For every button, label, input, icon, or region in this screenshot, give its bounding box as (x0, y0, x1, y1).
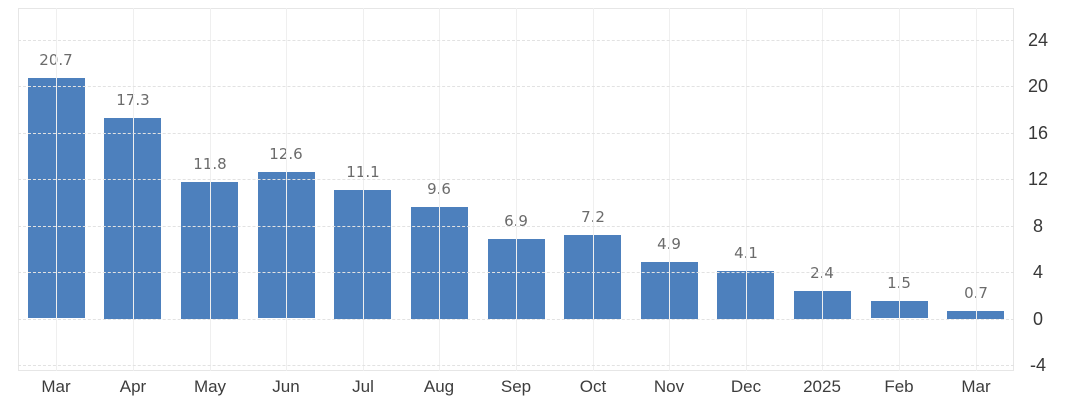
gridline-h (18, 179, 1014, 180)
bar-mar[interactable] (947, 311, 1004, 319)
y-tick-label: 8 (1032, 216, 1043, 236)
bar-value-label: 6.9 (504, 212, 528, 230)
gridline-h (18, 365, 1014, 366)
y-tick-label: 4 (1032, 262, 1043, 282)
gridline-v (822, 8, 823, 371)
y-tick-label: 20 (1027, 76, 1049, 96)
bar-value-label: 2.4 (810, 264, 834, 282)
y-tick-label: 0 (1032, 309, 1043, 329)
x-tick-label: Nov (653, 377, 685, 396)
gridline-v (516, 8, 517, 371)
x-tick-label: Jun (272, 377, 300, 396)
y-tick-label: 24 (1027, 30, 1049, 50)
y-tick-label: -4 (1029, 355, 1046, 375)
gridline-v (56, 8, 57, 371)
gridline-v (210, 8, 211, 371)
gridline-v (133, 8, 134, 371)
x-tick-label: Aug (423, 377, 455, 396)
bar-may[interactable] (181, 182, 238, 319)
x-tick-label: Apr (119, 377, 147, 396)
gridline-v (593, 8, 594, 371)
gridline-v (746, 8, 747, 371)
x-tick-label: Mar (41, 377, 71, 396)
gridline-v (976, 8, 977, 371)
bar-dec[interactable] (717, 271, 774, 319)
bar-jul[interactable] (334, 190, 391, 319)
x-tick-label: Dec (730, 377, 762, 396)
bar-value-label: 7.2 (581, 208, 605, 226)
gridline-h (18, 40, 1014, 41)
gridline-v (363, 8, 364, 371)
x-tick-label: Feb (884, 377, 914, 396)
x-tick-label: Sep (500, 377, 532, 396)
bar-value-label: 4.1 (734, 244, 758, 262)
x-tick-label: Mar (961, 377, 991, 396)
gridline-h (18, 86, 1014, 87)
bar-value-label: 1.5 (887, 274, 911, 292)
x-tick-label: Jul (352, 377, 374, 396)
y-tick-label: 16 (1027, 123, 1049, 143)
bar-value-label: 0.7 (964, 284, 988, 302)
gridline-h (18, 272, 1014, 273)
bar-oct[interactable] (564, 235, 621, 319)
gridline-h (18, 226, 1014, 227)
bar-value-label: 9.6 (427, 180, 451, 198)
x-tick-label: May (193, 377, 227, 396)
bar-value-label: 4.9 (657, 235, 681, 253)
gridline-h (18, 133, 1014, 134)
gridline-h (18, 319, 1014, 320)
y-tick-label: 12 (1027, 169, 1049, 189)
x-tick-label: 2025 (803, 377, 841, 396)
gridline-v (899, 8, 900, 371)
gridline-v (286, 8, 287, 371)
bar-apr[interactable] (104, 118, 161, 319)
gridline-v (669, 8, 670, 371)
x-tick-label: Oct (579, 377, 607, 396)
gridline-v (439, 8, 440, 371)
